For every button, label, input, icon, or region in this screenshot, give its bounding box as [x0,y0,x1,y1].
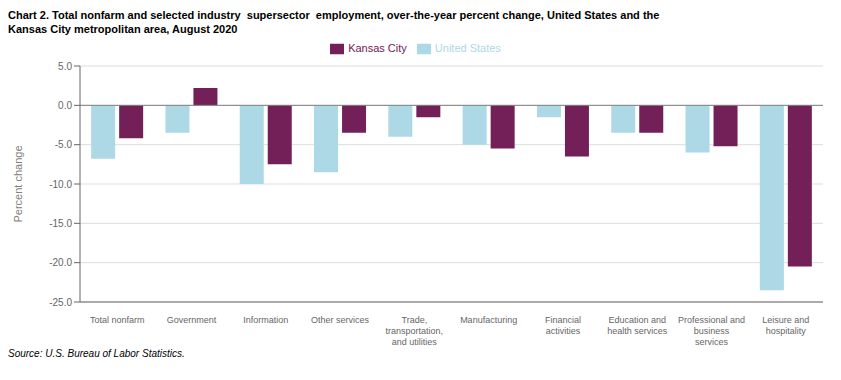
html-text:Kansas City: Kansas City [348,42,407,54]
html-text:Source: U.S. Bureau of Labor S: Source: U.S. Bureau of Labor Statistics. [8,348,185,359]
svg-text:Financialactivities: Financialactivities [545,315,581,336]
svg-text:-25.0: -25.0 [49,297,72,308]
svg-text:-5.0: -5.0 [55,139,73,150]
html-text:United States: United States [434,42,501,54]
svg-text:Trade,transportation,and utili: Trade,transportation,and utilities [386,315,444,347]
svg-text:Government: Government [167,315,217,325]
svg-text:Leisure andhospitality: Leisure andhospitality [762,315,809,336]
html-text:Chart 2. Total nonfarm and sel: Chart 2. Total nonfarm and selected indu… [8,9,660,35]
svg-text:Information: Information [243,315,288,325]
svg-text:Percent change: Percent change [12,145,24,222]
svg-text:5.0: 5.0 [58,61,72,72]
svg-text:Total nonfarm: Total nonfarm [90,315,145,325]
svg-text:Other services: Other services [311,315,370,325]
svg-text:Education andhealth services: Education andhealth services [607,315,668,336]
svg-text:-15.0: -15.0 [49,218,72,229]
svg-text:-20.0: -20.0 [49,257,72,268]
svg-text:Professional andbusinessservic: Professional andbusinessservices [678,315,745,347]
svg-text:-10.0: -10.0 [49,179,72,190]
svg-text:Manufacturing: Manufacturing [460,315,517,325]
svg-text:0.0: 0.0 [58,100,72,111]
